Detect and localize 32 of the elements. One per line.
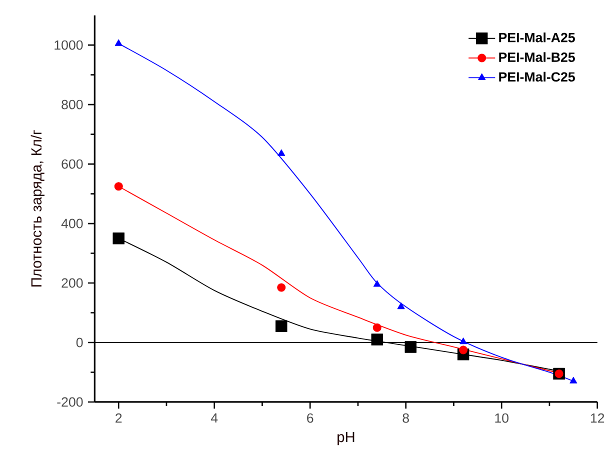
y-tick-label: -200 bbox=[57, 397, 83, 407]
y-tick-label: 800 bbox=[62, 100, 83, 110]
point bbox=[373, 280, 381, 287]
point bbox=[460, 338, 468, 344]
point bbox=[404, 341, 416, 353]
x-tick-label: 10 bbox=[495, 413, 508, 423]
y-tick-label: 200 bbox=[62, 278, 83, 288]
x-axis-title: pH bbox=[338, 432, 354, 446]
point bbox=[372, 323, 382, 332]
y-axis-title: Плотность заряда, Кл/г bbox=[30, 130, 44, 286]
point bbox=[397, 302, 405, 310]
y-tick-label: 0 bbox=[76, 338, 83, 348]
point bbox=[277, 283, 286, 292]
legend-label: PEI-Mal-A25 bbox=[499, 32, 575, 42]
point bbox=[570, 376, 578, 384]
y-tick-label: 1000 bbox=[54, 40, 83, 50]
point bbox=[371, 334, 383, 346]
point bbox=[278, 149, 286, 156]
legend-label: PEI-Mal-C25 bbox=[499, 72, 575, 82]
legend-label: PEI-Mal-B25 bbox=[499, 52, 575, 62]
x-tick-label: 2 bbox=[116, 413, 122, 423]
x-tick-label: 4 bbox=[210, 413, 218, 423]
x-tick-label: 6 bbox=[307, 413, 314, 423]
point bbox=[114, 182, 123, 191]
x-tick-label: 8 bbox=[402, 413, 409, 423]
point bbox=[112, 232, 124, 244]
x-tick-label: 12 bbox=[590, 413, 604, 423]
y-tick-label: 400 bbox=[61, 218, 83, 228]
point bbox=[114, 39, 122, 46]
point bbox=[276, 320, 288, 332]
y-tick-label: 600 bbox=[62, 159, 83, 169]
point bbox=[459, 346, 468, 354]
